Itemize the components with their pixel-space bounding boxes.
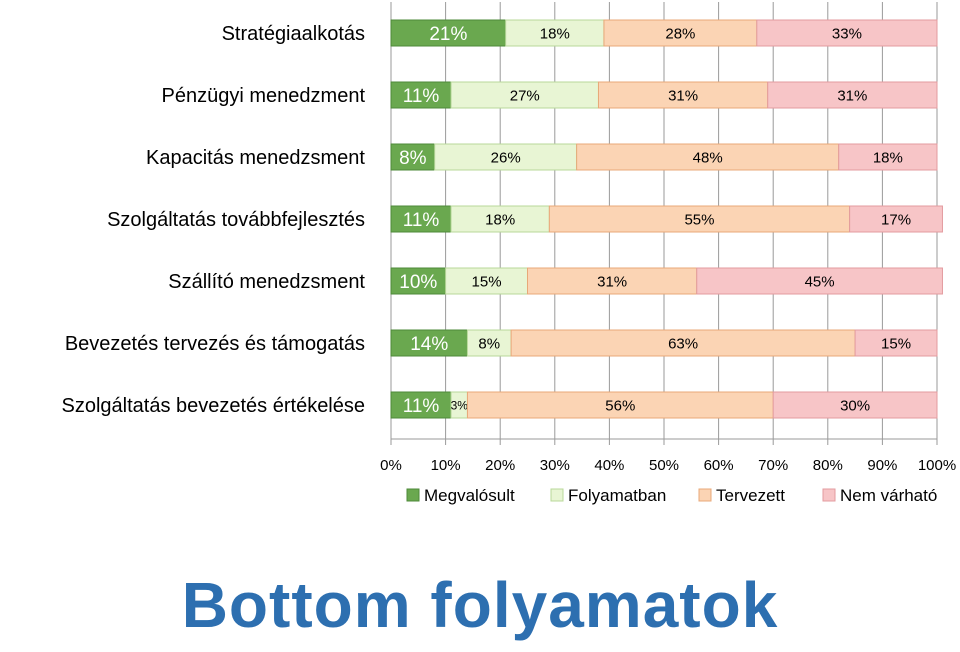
bar-segment	[390, 19, 507, 47]
page-title: Bottom folyamatok	[181, 569, 779, 641]
data-label: 8%	[399, 148, 427, 169]
data-label: 26%	[491, 149, 521, 166]
legend-swatch	[406, 488, 420, 502]
bar-segment	[603, 19, 758, 47]
bar-segment	[548, 205, 851, 233]
data-label: 10%	[399, 272, 437, 293]
data-label: 31%	[837, 87, 867, 104]
category-labels: Stratégiaalkotás Pénzügyi menedzment Kapac…	[61, 23, 365, 417]
data-label: 31%	[668, 87, 698, 104]
data-label: 18%	[540, 25, 570, 42]
legend-label: Tervezett	[716, 486, 785, 505]
bar-segment	[450, 205, 550, 233]
category-label: Szállító menedzsment	[168, 271, 365, 293]
bar-segment	[838, 143, 938, 171]
data-label: 63%	[668, 335, 698, 352]
data-label: 56%	[605, 397, 635, 414]
data-label: 28%	[665, 25, 695, 42]
bar-segment	[390, 81, 452, 109]
category-label: Stratégiaalkotás	[222, 23, 365, 45]
legend-label: Folyamatban	[568, 486, 666, 505]
data-label: 30%	[840, 397, 870, 414]
data-label: 27%	[510, 87, 540, 104]
data-label: 3%	[451, 398, 469, 412]
category-label: Bevezetés tervezés és támogatás	[65, 333, 365, 355]
legend-label: Nem várható	[840, 486, 937, 505]
data-label: 11%	[403, 210, 440, 231]
bar-segment	[505, 19, 605, 47]
x-tick-label: 10%	[431, 457, 461, 474]
x-tick-label: 20%	[485, 457, 515, 474]
category-label: Pénzügyi menedzment	[162, 85, 366, 107]
bar-segment	[854, 329, 938, 357]
x-tick-label: 100%	[918, 457, 956, 474]
bar-segment	[767, 81, 938, 109]
data-label: 21%	[429, 24, 467, 45]
bar-segment	[390, 329, 468, 357]
legend: Megvalósult Folyamatban Tervezett Nem várha…	[406, 486, 937, 505]
bar-segment	[390, 143, 436, 171]
bar-segment	[445, 267, 529, 295]
x-tick-label: 60%	[704, 457, 734, 474]
data-label: 55%	[684, 211, 714, 228]
category-label: Szolgáltatás továbbfejlesztés	[107, 209, 365, 231]
data-label: 45%	[805, 273, 835, 290]
data-label: 33%	[832, 25, 862, 42]
bar-segment	[597, 81, 769, 109]
x-axis-ticks: 0% 10% 20% 30% 40% 50% 60% 70% 80% 90% 100%	[380, 457, 956, 474]
data-label: 14%	[410, 334, 448, 355]
stacked-bar-chart: 21% 18% 28% 33% 11% 27% 31% 31% 8% 26% 48% 18% 11% 18…	[61, 2, 956, 505]
data-label: 17%	[881, 211, 911, 228]
bar-segment	[772, 391, 938, 419]
legend-label: Megvalósult	[424, 486, 515, 505]
x-tick-label: 80%	[813, 457, 843, 474]
data-label: 18%	[873, 149, 903, 166]
x-tick-label: 30%	[540, 457, 570, 474]
bar-segment	[756, 19, 938, 47]
bar-segment	[849, 205, 943, 233]
bars: 21% 18% 28% 33% 11% 27% 31% 31% 8% 26% 48% 18% 11% 18…	[390, 19, 943, 419]
bar-segment	[696, 267, 943, 295]
data-label: 18%	[485, 211, 515, 228]
category-label: Kapacitás menedzsment	[146, 147, 365, 169]
bar-segment	[434, 143, 578, 171]
legend-swatch	[550, 488, 564, 502]
data-label: 11%	[403, 86, 440, 107]
bar-segment	[390, 205, 452, 233]
data-label: 48%	[693, 149, 723, 166]
data-label: 15%	[472, 273, 502, 290]
bar-segment	[450, 81, 599, 109]
data-label: 8%	[478, 335, 500, 352]
x-tick-label: 40%	[594, 457, 624, 474]
category-label: Szolgáltatás bevezetés értékelése	[61, 395, 365, 417]
x-tick-label: 90%	[867, 457, 897, 474]
bar-segment	[576, 143, 840, 171]
x-tick-label: 70%	[758, 457, 788, 474]
x-tick-label: 50%	[649, 457, 679, 474]
data-label: 11%	[403, 396, 440, 417]
bar-segment	[390, 267, 447, 295]
x-tick-label: 0%	[380, 457, 402, 474]
legend-swatch	[822, 488, 836, 502]
bar-segment	[466, 329, 512, 357]
data-label: 15%	[881, 335, 911, 352]
legend-swatch	[698, 488, 712, 502]
data-label: 31%	[597, 273, 627, 290]
